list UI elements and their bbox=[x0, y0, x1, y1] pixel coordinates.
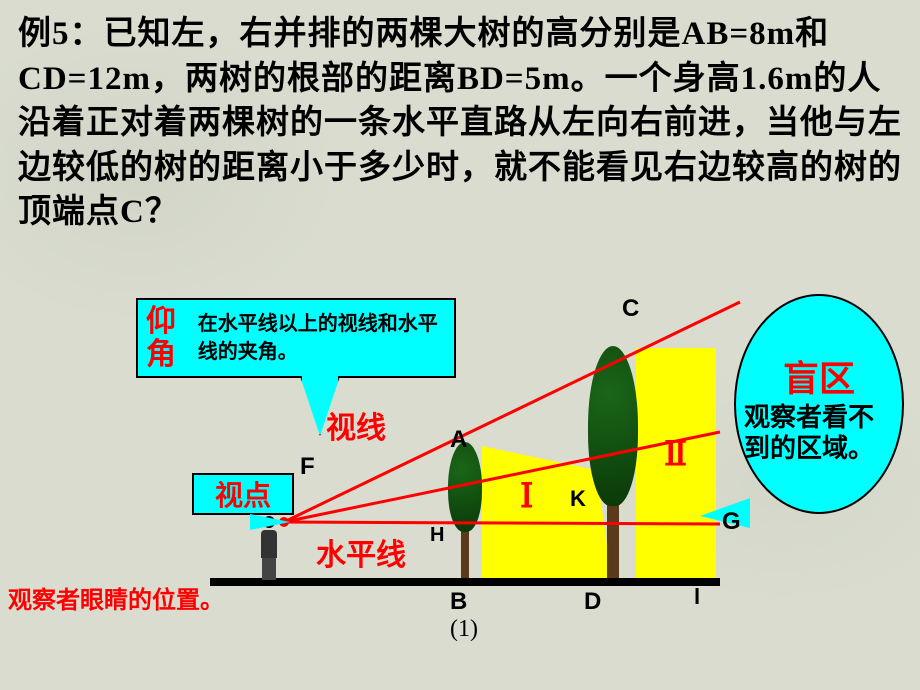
point-A: A bbox=[450, 426, 467, 454]
tree-small bbox=[448, 442, 482, 582]
point-L: l bbox=[694, 584, 700, 610]
point-F: F bbox=[300, 453, 315, 481]
horizon-label: 水平线 bbox=[316, 530, 406, 574]
blind-zone-callout: 盲区 观察者看不到的区域。 bbox=[734, 294, 904, 514]
tree-large bbox=[588, 346, 638, 582]
problem-text: 例5：已知左，右并排的两棵大树的高分别是AB=8m和CD=12m，两树的根部的距… bbox=[0, 0, 920, 235]
point-H: H bbox=[430, 524, 444, 547]
elevation-angle-callout: 仰角 在水平线以上的视线和水平线的夹角。 bbox=[136, 298, 456, 378]
elevation-angle-sub: 在水平线以上的视线和水平线的夹角。 bbox=[198, 310, 446, 366]
sight-line-label: 视线 bbox=[326, 403, 386, 447]
elevation-angle-main: 仰角 bbox=[146, 305, 190, 371]
zone-label-1: Ⅰ bbox=[520, 476, 533, 516]
zone-label-2: Ⅱ bbox=[664, 434, 687, 474]
point-K: K bbox=[570, 486, 586, 512]
page-number: (1) bbox=[450, 616, 478, 643]
ground-line bbox=[210, 578, 720, 586]
point-C: C bbox=[622, 295, 639, 323]
point-B: B bbox=[450, 588, 467, 616]
diagram: Ⅰ Ⅱ 仰角 在水平线以上的视线和水平线的夹角。 视点 盲区 观察者看不到的区域… bbox=[0, 298, 920, 678]
point-G: G bbox=[722, 508, 741, 536]
blind-zone-main: 盲区 bbox=[783, 350, 855, 402]
point-D: D bbox=[584, 588, 601, 616]
viewpoint-callout: 视点 bbox=[192, 473, 294, 515]
observer-note: 观察者眼睛的位置。 bbox=[8, 580, 224, 615]
blind-zone-sub: 观察者看不到的区域。 bbox=[744, 402, 894, 464]
viewpoint-label: 视点 bbox=[215, 474, 271, 514]
